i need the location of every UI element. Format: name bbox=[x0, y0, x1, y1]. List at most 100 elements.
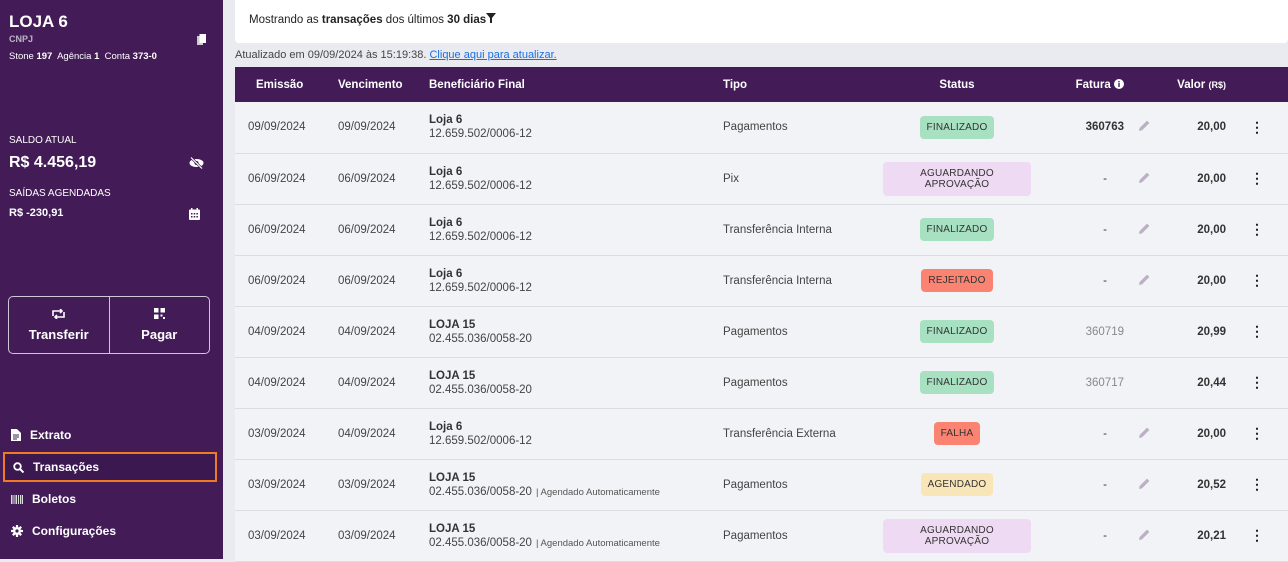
cell-status: REJEITADO bbox=[883, 255, 1031, 306]
cell-tipo: Pagamentos bbox=[723, 121, 788, 134]
pencil-icon[interactable] bbox=[1138, 529, 1150, 540]
cell-fatura: - bbox=[1103, 274, 1107, 287]
pencil-icon[interactable] bbox=[1138, 120, 1150, 132]
more-options-icon[interactable]: ⋮ bbox=[1250, 221, 1264, 237]
beneficiary-doc: 02.455.036/0058-20 bbox=[429, 536, 532, 549]
pay-label: Pagar bbox=[141, 327, 178, 342]
cell-status: AGUARDANDO APROVAÇÃO bbox=[883, 153, 1031, 204]
beneficiary-doc: 12.659.502/0006-12 bbox=[429, 230, 532, 243]
cell-tipo: Pagamentos bbox=[723, 376, 788, 389]
cell-status: FINALIZADO bbox=[883, 357, 1031, 408]
filter-text-bold: transações bbox=[321, 14, 383, 26]
cell-beneficiario: Loja 6 12.659.502/0006-12 bbox=[429, 204, 723, 255]
more-options-icon[interactable]: ⋮ bbox=[1250, 425, 1264, 441]
cell-tipo: Pagamentos bbox=[723, 478, 788, 491]
cell-valor: 20,21 bbox=[1197, 529, 1226, 542]
header-vencimento[interactable]: Vencimento bbox=[338, 78, 403, 91]
cell-fatura: - bbox=[1103, 223, 1107, 236]
nav-extrato[interactable]: Extrato bbox=[3, 420, 217, 450]
table-row[interactable]: 03/09/2024 04/09/2024 Loja 6 12.659.502/0… bbox=[235, 408, 1288, 459]
more-options-icon[interactable]: ⋮ bbox=[1250, 272, 1264, 288]
cell-status: FINALIZADO bbox=[883, 204, 1031, 255]
transfer-icon bbox=[52, 308, 66, 319]
info-icon[interactable] bbox=[1114, 78, 1124, 89]
gear-icon bbox=[11, 525, 23, 537]
account-number: 373-0 bbox=[132, 51, 157, 62]
bank-label: Stone bbox=[9, 51, 34, 62]
cell-beneficiario: LOJA 15 02.455.036/0058-20 bbox=[429, 357, 723, 408]
more-options-icon[interactable]: ⋮ bbox=[1250, 170, 1264, 186]
cell-tipo: Transferência Interna bbox=[723, 274, 832, 287]
pencil-icon[interactable] bbox=[1138, 172, 1150, 183]
table-row[interactable]: 04/09/2024 04/09/2024 LOJA 15 02.455.036/… bbox=[235, 306, 1288, 357]
more-options-icon[interactable]: ⋮ bbox=[1250, 527, 1264, 543]
table-row[interactable]: 03/09/2024 03/09/2024 LOJA 15 02.455.036/… bbox=[235, 510, 1288, 561]
nav-boletos[interactable]: Boletos bbox=[3, 484, 217, 514]
status-badge: FINALIZADO bbox=[919, 320, 995, 343]
beneficiary-name: LOJA 15 bbox=[429, 318, 476, 331]
refresh-link[interactable]: Clique aqui para atualizar. bbox=[429, 49, 557, 61]
qr-code-icon bbox=[153, 308, 165, 319]
table-row[interactable]: 03/09/2024 03/09/2024 LOJA 15 02.455.036/… bbox=[235, 459, 1288, 510]
more-options-icon[interactable]: ⋮ bbox=[1250, 323, 1264, 339]
cell-valor: 20,44 bbox=[1197, 376, 1226, 389]
filter-bar[interactable]: Mostrando as transações dos últimos 30 d… bbox=[235, 0, 1288, 43]
cell-emissao: 03/09/2024 bbox=[248, 529, 306, 542]
header-tipo[interactable]: Tipo bbox=[723, 78, 748, 91]
more-options-icon[interactable]: ⋮ bbox=[1250, 476, 1264, 492]
updated-text: Atualizado em 09/09/2024 às 15:19:38. bbox=[235, 49, 427, 61]
filter-text: Mostrando as bbox=[249, 14, 322, 26]
cell-valor: 20,52 bbox=[1197, 478, 1226, 491]
cell-fatura: - bbox=[1103, 529, 1107, 542]
more-options-icon[interactable]: ⋮ bbox=[1250, 118, 1264, 135]
cell-status: FINALIZADO bbox=[883, 102, 1031, 153]
cell-tipo: Pagamentos bbox=[723, 325, 788, 338]
cell-vencimento: 04/09/2024 bbox=[338, 427, 396, 440]
cell-tipo: Pagamentos bbox=[723, 529, 788, 542]
beneficiary-name: Loja 6 bbox=[429, 216, 463, 229]
pencil-icon[interactable] bbox=[1138, 427, 1150, 438]
header-emissao[interactable]: Emissão bbox=[256, 78, 304, 91]
filter-icon[interactable] bbox=[486, 13, 497, 23]
table-row[interactable]: 04/09/2024 04/09/2024 LOJA 15 02.455.036/… bbox=[235, 357, 1288, 408]
beneficiary-doc: 12.659.502/0006-12 bbox=[429, 128, 532, 141]
pencil-icon[interactable] bbox=[1138, 223, 1150, 234]
pencil-icon[interactable] bbox=[1138, 478, 1150, 489]
header-valor-label: Valor bbox=[1177, 78, 1206, 91]
nav-transacoes[interactable]: Transações bbox=[3, 452, 217, 482]
updated-info: Atualizado em 09/09/2024 às 15:19:38. Cl… bbox=[235, 49, 557, 61]
barcode-icon bbox=[11, 494, 23, 504]
header-fatura[interactable]: Fatura bbox=[1031, 67, 1124, 102]
header-status[interactable]: Status bbox=[939, 78, 975, 91]
table-row[interactable]: 06/09/2024 06/09/2024 Loja 6 12.659.502/0… bbox=[235, 255, 1288, 306]
nav-configuracoes[interactable]: Configurações bbox=[3, 516, 217, 546]
eye-off-icon[interactable] bbox=[189, 157, 204, 169]
beneficiary-name: LOJA 15 bbox=[429, 522, 476, 535]
beneficiary-name: Loja 6 bbox=[429, 114, 463, 127]
nav-label: Extrato bbox=[30, 428, 72, 442]
table-row[interactable]: 09/09/2024 09/09/2024 Loja 6 12.659.502/0… bbox=[235, 102, 1288, 153]
scheduled-label: SAÍDAS AGENDADAS bbox=[9, 188, 111, 199]
header-beneficiario[interactable]: Beneficiário Final bbox=[429, 78, 525, 91]
beneficiary-doc: 02.455.036/0058-20 bbox=[429, 383, 532, 396]
header-valor[interactable]: Valor (R$) bbox=[1164, 67, 1226, 102]
table-row[interactable]: 06/09/2024 06/09/2024 Loja 6 12.659.502/0… bbox=[235, 153, 1288, 204]
beneficiary-name: Loja 6 bbox=[429, 420, 463, 433]
table-row[interactable]: 06/09/2024 06/09/2024 Loja 6 12.659.502/0… bbox=[235, 204, 1288, 255]
beneficiary-name: LOJA 15 bbox=[429, 471, 476, 484]
cell-vencimento: 06/09/2024 bbox=[338, 274, 396, 287]
cell-tipo: Transferência Interna bbox=[723, 223, 832, 236]
cell-tipo: Transferência Externa bbox=[723, 427, 836, 440]
cell-vencimento: 04/09/2024 bbox=[338, 376, 396, 389]
calendar-icon[interactable] bbox=[189, 208, 200, 220]
cell-status: FINALIZADO bbox=[883, 306, 1031, 357]
more-options-icon[interactable]: ⋮ bbox=[1250, 374, 1264, 390]
pencil-icon[interactable] bbox=[1138, 274, 1150, 285]
cell-emissao: 06/09/2024 bbox=[248, 223, 306, 236]
cell-valor: 20,00 bbox=[1197, 427, 1226, 440]
cell-beneficiario: Loja 6 12.659.502/0006-12 bbox=[429, 102, 723, 153]
cell-emissao: 04/09/2024 bbox=[248, 376, 306, 389]
copy-icon[interactable] bbox=[197, 34, 206, 45]
transfer-button[interactable]: Transferir bbox=[9, 297, 109, 353]
pay-button[interactable]: Pagar bbox=[108, 297, 210, 353]
